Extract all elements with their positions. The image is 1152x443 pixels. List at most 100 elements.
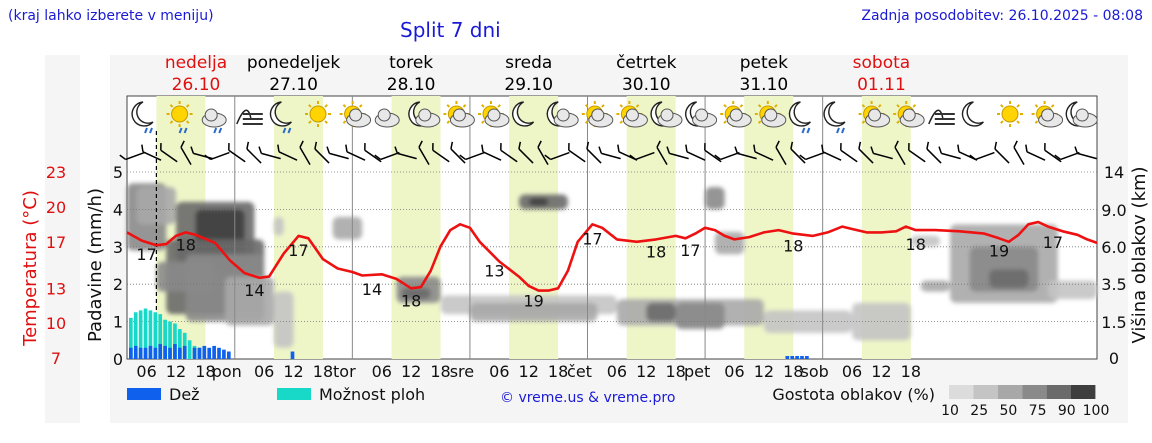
- x-day-label: tor: [333, 362, 356, 381]
- wind-shaft: [418, 146, 430, 166]
- temperature-label: 19: [989, 241, 1009, 260]
- wind-feather: [459, 154, 467, 161]
- wind-shaft: [994, 148, 1010, 164]
- cloud-height-tick-label: 0: [1109, 349, 1119, 368]
- day-name: nedelja: [165, 53, 227, 73]
- sun-icon: [305, 101, 331, 127]
- wind-shaft: [261, 152, 281, 160]
- x-hour-label: 12: [754, 362, 774, 381]
- rain-bar: [197, 347, 202, 359]
- temp-tick-label: 10: [46, 314, 66, 333]
- x-hour-label: 06: [489, 362, 509, 381]
- cloud-puff: [902, 108, 916, 122]
- rain-bar: [168, 347, 172, 359]
- cloud-puff: [729, 108, 743, 122]
- wind-barb: [1025, 144, 1046, 161]
- moon-cloud-icon: [685, 101, 718, 128]
- cloud-icon: [374, 108, 400, 128]
- wind-shaft: [790, 148, 806, 164]
- wind-shaft: [1060, 151, 1080, 161]
- wind-feather: [345, 144, 348, 152]
- wind-feather: [799, 154, 807, 161]
- temperature-label: 17: [1043, 233, 1063, 252]
- region-note-link[interactable]: (kraj lahko izberete v meniju): [8, 8, 214, 24]
- wind-shaft: [465, 151, 485, 161]
- cloud-puff: [418, 108, 432, 122]
- sun-ray: [462, 104, 467, 108]
- precip-tick-label: 0: [113, 350, 123, 369]
- temp-axis-label: Temperatura (°C): [20, 190, 41, 347]
- cloud-cell: [136, 186, 176, 225]
- temperature-label: 17: [288, 241, 308, 260]
- wind-shaft: [432, 149, 450, 163]
- sun-ray: [342, 120, 347, 124]
- rain-bar: [805, 356, 809, 359]
- credit-link[interactable]: © vreme.us & vreme.pro: [500, 390, 675, 406]
- wind-feather: [518, 141, 522, 150]
- rain-bar: [207, 347, 212, 359]
- wind-shaft: [314, 148, 330, 164]
- wind-barb: [314, 141, 330, 164]
- cloud-cell: [910, 235, 941, 247]
- wind-feather: [598, 146, 603, 154]
- rain-drop: [836, 127, 840, 134]
- rain-drop: [144, 127, 148, 134]
- x-hour-label: 06: [254, 362, 274, 381]
- wind-barb: [326, 146, 349, 160]
- sun-ray: [185, 120, 190, 124]
- rain-bar: [153, 347, 158, 359]
- fog-icon: [928, 109, 955, 125]
- sun-ray: [601, 104, 605, 108]
- wind-shaft: [278, 151, 298, 161]
- wind-feather: [481, 144, 484, 152]
- sun-ray: [358, 104, 363, 108]
- sun-ray: [619, 104, 624, 108]
- cloud-cell: [528, 198, 549, 206]
- wind-shaft: [125, 151, 145, 161]
- x-day-label: pet: [684, 362, 710, 381]
- sun-ray: [446, 104, 451, 108]
- cloud-height-tick-label: 9.0: [1101, 201, 1126, 220]
- sun-ray: [584, 120, 589, 124]
- shower-bar: [187, 340, 192, 359]
- wind-feather: [204, 154, 212, 161]
- rain-bar: [202, 345, 207, 359]
- wind-feather: [364, 143, 366, 151]
- day-name: četrtek: [616, 53, 677, 73]
- cloud-density-label: Gostota oblakov (%): [772, 385, 935, 404]
- rain-bar: [795, 356, 799, 359]
- wind-shaft: [858, 148, 874, 164]
- sun-ray: [446, 120, 451, 124]
- cloud-density-swatch: [1046, 385, 1071, 399]
- temperature-label: 18: [646, 242, 666, 261]
- wind-barb: [568, 143, 586, 163]
- wind-shaft: [737, 152, 757, 160]
- legend-shower-label: Možnost ploh: [319, 385, 425, 404]
- x-hour-label: 18: [313, 362, 333, 381]
- cloud-density-tick: 10: [941, 403, 959, 419]
- wind-feather: [141, 144, 144, 152]
- wind-shaft: [180, 146, 192, 166]
- sun-cloud-icon: [581, 101, 614, 128]
- wind-feather: [821, 144, 824, 152]
- x-hour-label: 12: [519, 362, 539, 381]
- cloud-density-tick: 90: [1058, 403, 1076, 419]
- wind-shaft: [926, 148, 942, 164]
- wind-barb: [432, 143, 450, 163]
- wind-shaft: [686, 151, 706, 161]
- wind-shaft: [669, 152, 689, 160]
- wind-barb: [840, 143, 858, 163]
- wind-feather: [969, 154, 977, 161]
- precip-tick-label: 5: [113, 163, 123, 182]
- temp-tick-label: 7: [51, 349, 61, 368]
- wind-feather: [1044, 143, 1046, 151]
- fog-icon: [236, 109, 263, 125]
- sun-ray: [1000, 120, 1004, 124]
- wind-shaft: [656, 146, 668, 166]
- sun-ray: [861, 120, 866, 124]
- wind-barb: [1054, 151, 1080, 161]
- x-hour-label: 06: [607, 362, 627, 381]
- x-hour-label: 18: [666, 362, 686, 381]
